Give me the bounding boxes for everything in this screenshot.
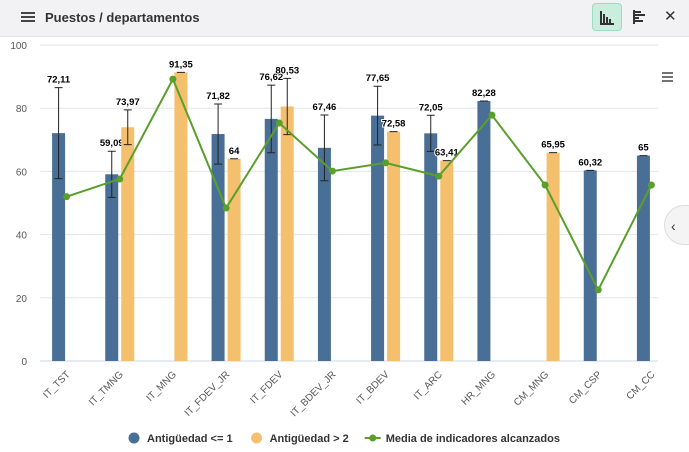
data-label: 71,82 [206, 91, 230, 102]
x-tick-label: IT_MNG [145, 369, 180, 404]
y-tick-label: 60 [16, 167, 28, 178]
data-label: 63,41 [435, 148, 459, 159]
x-tick-label: IT_ARC [412, 369, 445, 402]
data-label: 64 [229, 146, 240, 157]
data-label: 65,95 [541, 140, 565, 151]
menu-button[interactable] [21, 12, 35, 22]
bar [583, 170, 597, 361]
icon [633, 10, 645, 24]
x-tick-label: IT_FDEV_JR [183, 369, 232, 418]
bar [52, 133, 66, 361]
line-point [647, 181, 655, 189]
vertical-chart-button[interactable] [592, 3, 622, 31]
data-label: 67,46 [313, 102, 337, 113]
data-label: 76,62 [259, 72, 283, 83]
x-tick-label: IT_TMNG [87, 369, 126, 408]
data-label: 59,09 [100, 138, 124, 149]
bar [424, 133, 438, 361]
line-point [541, 181, 549, 189]
line-point [63, 193, 71, 201]
bar [174, 72, 188, 362]
data-label: 60,32 [578, 157, 602, 168]
bar [317, 147, 331, 361]
error-bar [320, 114, 329, 182]
bar [105, 174, 119, 361]
data-label: 73,97 [116, 97, 140, 108]
data-label: 77,65 [366, 73, 390, 84]
chart-menu[interactable] [662, 72, 673, 82]
x-tick-label: CM_CC [625, 369, 658, 402]
bar [227, 158, 241, 361]
legend-label: Antigüedad > 2 [270, 433, 349, 445]
bar [546, 152, 560, 361]
error-bar [373, 85, 382, 146]
data-label: 91,35 [169, 59, 193, 70]
icon [600, 11, 614, 25]
error-bar [54, 87, 63, 180]
y-tick-label: 20 [16, 294, 28, 305]
data-label: 65 [638, 143, 649, 154]
bar [440, 160, 454, 361]
line-point [594, 286, 602, 294]
bar [371, 115, 385, 361]
x-tick-label: IT_BDEV_JR [289, 369, 339, 419]
error-bar [426, 114, 435, 152]
legend-label: Media de indicadores alcanzados [386, 433, 560, 445]
bar [264, 118, 278, 361]
line [66, 76, 653, 293]
bar [477, 100, 491, 361]
data-label: 72,11 [47, 75, 71, 86]
bar [211, 134, 225, 361]
x-tick-label: IT_BDEV [354, 369, 391, 406]
line-point [488, 111, 496, 119]
line-point [328, 167, 336, 175]
x-tick-label: IT_FDEV [249, 369, 286, 406]
line-point [169, 75, 177, 83]
data-label: 82,28 [472, 88, 496, 99]
y-tick-label: 80 [16, 104, 28, 115]
title: Puestos / departamentos [45, 10, 200, 25]
legend-symbol [128, 432, 140, 444]
bar [121, 127, 135, 362]
y-tick-label: 0 [21, 357, 27, 368]
data-label: 72,58 [382, 119, 406, 130]
side-toggle[interactable]: ‹ [664, 205, 689, 245]
error-bar [267, 84, 276, 154]
bar [387, 131, 401, 361]
bar [280, 106, 294, 361]
line-point [275, 119, 283, 127]
error-bar [214, 103, 223, 165]
x-tick-label: CM_CSP [567, 369, 604, 406]
error-bar [107, 150, 116, 198]
line-point [116, 175, 124, 183]
legend-label: Antigüedad <= 1 [147, 433, 233, 445]
x-tick-label: IT_TST [41, 369, 72, 400]
x-tick-label: CM_MNG [512, 369, 551, 408]
data-label: 80,53 [275, 65, 299, 76]
y-tick-label: 100 [10, 41, 27, 52]
error-bar [283, 77, 292, 136]
bar [636, 155, 650, 361]
error-bar [123, 109, 132, 146]
close-button[interactable]: ✕ [664, 8, 677, 25]
horizontal-chart-button[interactable] [626, 3, 654, 31]
legend-symbol [369, 434, 377, 442]
line-point [222, 204, 230, 212]
x-tick-label: HR_MNG [460, 369, 499, 408]
data-label: 72,05 [419, 102, 443, 113]
header: Puestos / departamentos ✕ [0, 0, 689, 37]
line-point [382, 159, 390, 167]
line-point [435, 172, 443, 180]
y-tick-label: 40 [16, 231, 28, 242]
legend-symbol [251, 432, 263, 444]
